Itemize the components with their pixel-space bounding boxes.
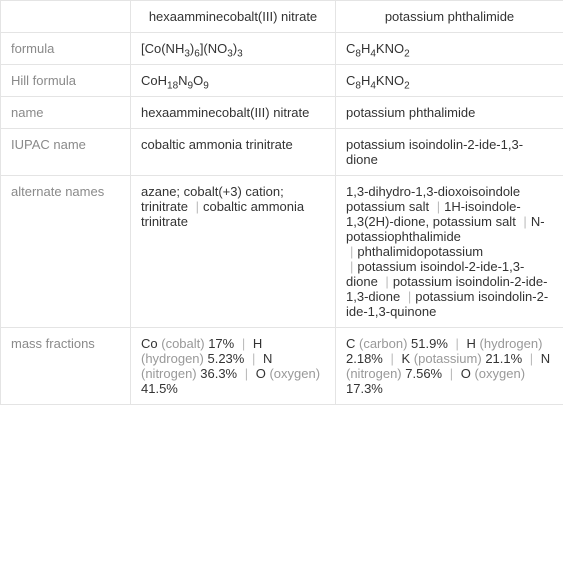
rowlabel-iupac-name: IUPAC name — [1, 129, 131, 176]
rowlabel-mass-fractions: mass fractions — [1, 328, 131, 405]
row-iupac-name: IUPAC name cobaltic ammonia trinitrate p… — [1, 129, 563, 176]
mass-compound-2: C (carbon) 51.9% | H (hydrogen) 2.18% | … — [336, 328, 563, 405]
rowlabel-name: name — [1, 97, 131, 129]
hill-compound-1: CoH18N9O9 — [131, 65, 336, 97]
altnames-compound-2: 1,3-dihydro-1,3-dioxoisoindole potassium… — [336, 176, 563, 328]
row-alternate-names: alternate names azane; cobalt(+3) cation… — [1, 176, 563, 328]
name-compound-1: hexaamminecobalt(III) nitrate — [131, 97, 336, 129]
name-compound-2: potassium phthalimide — [336, 97, 563, 129]
iupac-compound-2: potassium isoindolin-2-ide-1,3-dione — [336, 129, 563, 176]
formula-compound-2: C8H4KNO2 — [336, 33, 563, 65]
header-compound-1: hexaamminecobalt(III) nitrate — [131, 1, 336, 33]
formula-compound-1: [Co(NH3)6](NO3)3 — [131, 33, 336, 65]
row-hill-formula: Hill formula CoH18N9O9 C8H4KNO2 — [1, 65, 563, 97]
row-name: name hexaamminecobalt(III) nitrate potas… — [1, 97, 563, 129]
row-mass-fractions: mass fractions Co (cobalt) 17% | H (hydr… — [1, 328, 563, 405]
rowlabel-formula: formula — [1, 33, 131, 65]
rowlabel-alternate-names: alternate names — [1, 176, 131, 328]
hill-compound-2: C8H4KNO2 — [336, 65, 563, 97]
altnames-compound-1: azane; cobalt(+3) cation; trinitrate |co… — [131, 176, 336, 328]
iupac-compound-1: cobaltic ammonia trinitrate — [131, 129, 336, 176]
mass-compound-1: Co (cobalt) 17% | H (hydrogen) 5.23% | N… — [131, 328, 336, 405]
header-compound-2: potassium phthalimide — [336, 1, 563, 33]
rowlabel-hill-formula: Hill formula — [1, 65, 131, 97]
comparison-table: hexaamminecobalt(III) nitrate potassium … — [0, 0, 563, 405]
row-formula: formula [Co(NH3)6](NO3)3 C8H4KNO2 — [1, 33, 563, 65]
header-row: hexaamminecobalt(III) nitrate potassium … — [1, 1, 563, 33]
header-empty — [1, 1, 131, 33]
